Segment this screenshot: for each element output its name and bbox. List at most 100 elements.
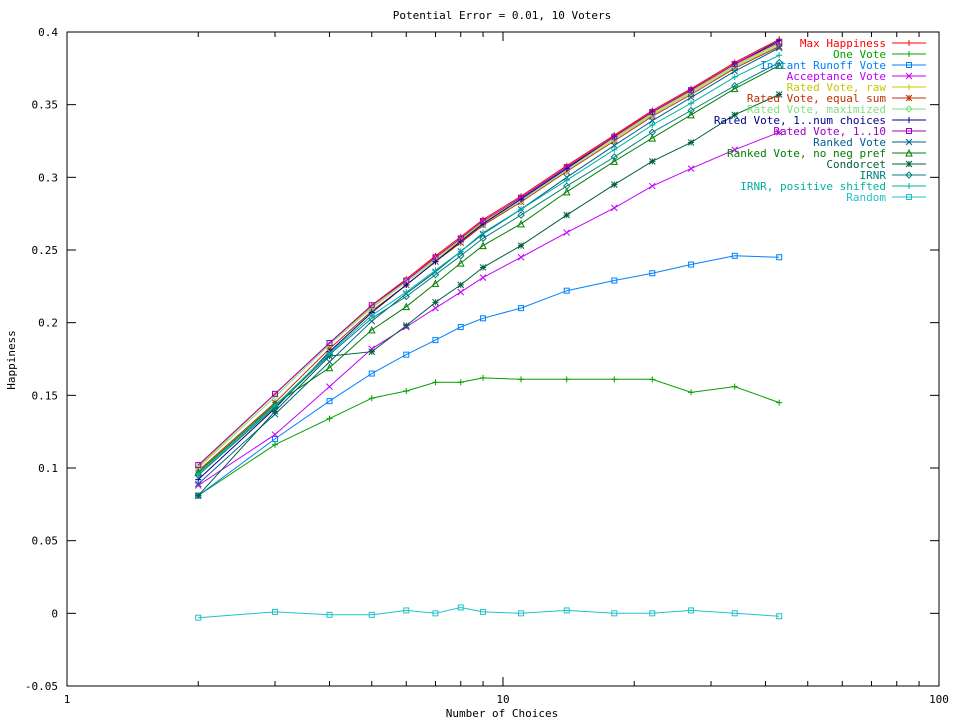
data-point (776, 399, 783, 406)
data-point (326, 358, 333, 366)
series-irnr-positive-shifted (195, 52, 783, 477)
data-point (731, 82, 739, 90)
legend-label: Rated Vote, 1..10 (773, 125, 886, 138)
data-point (326, 340, 333, 347)
data-point (731, 252, 738, 259)
data-point (687, 91, 695, 98)
data-point (648, 157, 656, 165)
data-point (687, 110, 695, 119)
data-point (195, 462, 202, 469)
data-point (272, 441, 279, 448)
data-point (402, 302, 411, 311)
data-point (432, 267, 439, 274)
data-point (563, 177, 570, 184)
data-point (906, 40, 912, 46)
x-axis-label: Number of Choices (446, 707, 559, 720)
data-point (272, 435, 279, 442)
data-point (367, 325, 376, 334)
data-point (517, 211, 525, 219)
data-point (194, 492, 202, 499)
data-point (325, 363, 334, 372)
y-tick-label: 0.4 (38, 26, 58, 39)
data-point (611, 610, 618, 617)
data-point (194, 480, 202, 488)
series-line (197, 41, 780, 466)
data-point (563, 607, 570, 614)
y-tick-label: 0.2 (38, 317, 58, 330)
series-layer (194, 36, 784, 621)
data-point (432, 610, 439, 617)
data-point (563, 287, 570, 294)
legend-label: Condorcet (826, 158, 886, 171)
data-point (326, 611, 333, 618)
series-line (197, 94, 780, 496)
data-point (905, 148, 913, 157)
data-point (563, 182, 571, 190)
series-line (197, 131, 780, 486)
series-acceptance-vote (194, 128, 783, 489)
data-point (194, 482, 202, 489)
data-point (776, 613, 783, 620)
y-tick-label: 0.05 (32, 535, 59, 548)
legend-label: Rated Vote, 1..num choices (714, 114, 886, 127)
data-point (368, 395, 375, 402)
chart-title: Potential Error = 0.01, 10 Voters (393, 9, 612, 22)
data-point (368, 312, 375, 319)
data-point (730, 84, 739, 93)
data-point (326, 383, 333, 390)
data-point (326, 398, 333, 405)
data-point (518, 376, 525, 383)
data-point (432, 379, 439, 386)
data-point (648, 128, 657, 136)
data-point (905, 171, 913, 179)
data-point (562, 187, 571, 196)
data-point (479, 241, 487, 250)
data-point (272, 402, 279, 409)
series-one-vote (195, 374, 783, 499)
y-tick-label: 0 (51, 607, 58, 620)
legend-label: Ranked Vote (813, 136, 886, 149)
data-point (479, 234, 487, 243)
series-line (197, 43, 780, 467)
data-point (431, 270, 440, 279)
data-point (403, 607, 410, 614)
data-point (649, 122, 656, 129)
data-point (563, 211, 571, 219)
data-point (403, 387, 410, 394)
data-point (610, 181, 618, 188)
data-point (611, 146, 618, 153)
data-point (776, 39, 783, 46)
data-point (480, 315, 487, 322)
data-point (480, 374, 487, 381)
data-point (775, 128, 783, 136)
data-point (906, 183, 912, 189)
data-point (431, 279, 440, 287)
series-ranked-vote-no-neg-pref (194, 61, 784, 476)
data-point (271, 431, 279, 438)
data-point (518, 305, 525, 312)
data-point (479, 264, 487, 271)
data-point (368, 370, 375, 377)
data-point (517, 219, 525, 228)
series-rated-vote-1-num-choices (195, 37, 783, 483)
y-axis-label: Happiness (5, 330, 18, 390)
data-point (432, 298, 439, 306)
data-point (479, 274, 487, 281)
data-point (480, 229, 487, 236)
data-point (687, 139, 695, 146)
data-point (432, 254, 439, 261)
series-rated-vote-equal-sum (194, 43, 783, 475)
data-point (906, 84, 912, 90)
data-point (731, 383, 738, 390)
data-point (906, 128, 912, 134)
data-point (610, 153, 619, 161)
data-point (368, 302, 375, 309)
data-point (517, 253, 525, 261)
data-point (518, 194, 525, 201)
legend-label: Max Happiness (800, 37, 886, 50)
data-point (610, 142, 618, 149)
data-point (905, 72, 913, 80)
data-point (457, 252, 465, 260)
